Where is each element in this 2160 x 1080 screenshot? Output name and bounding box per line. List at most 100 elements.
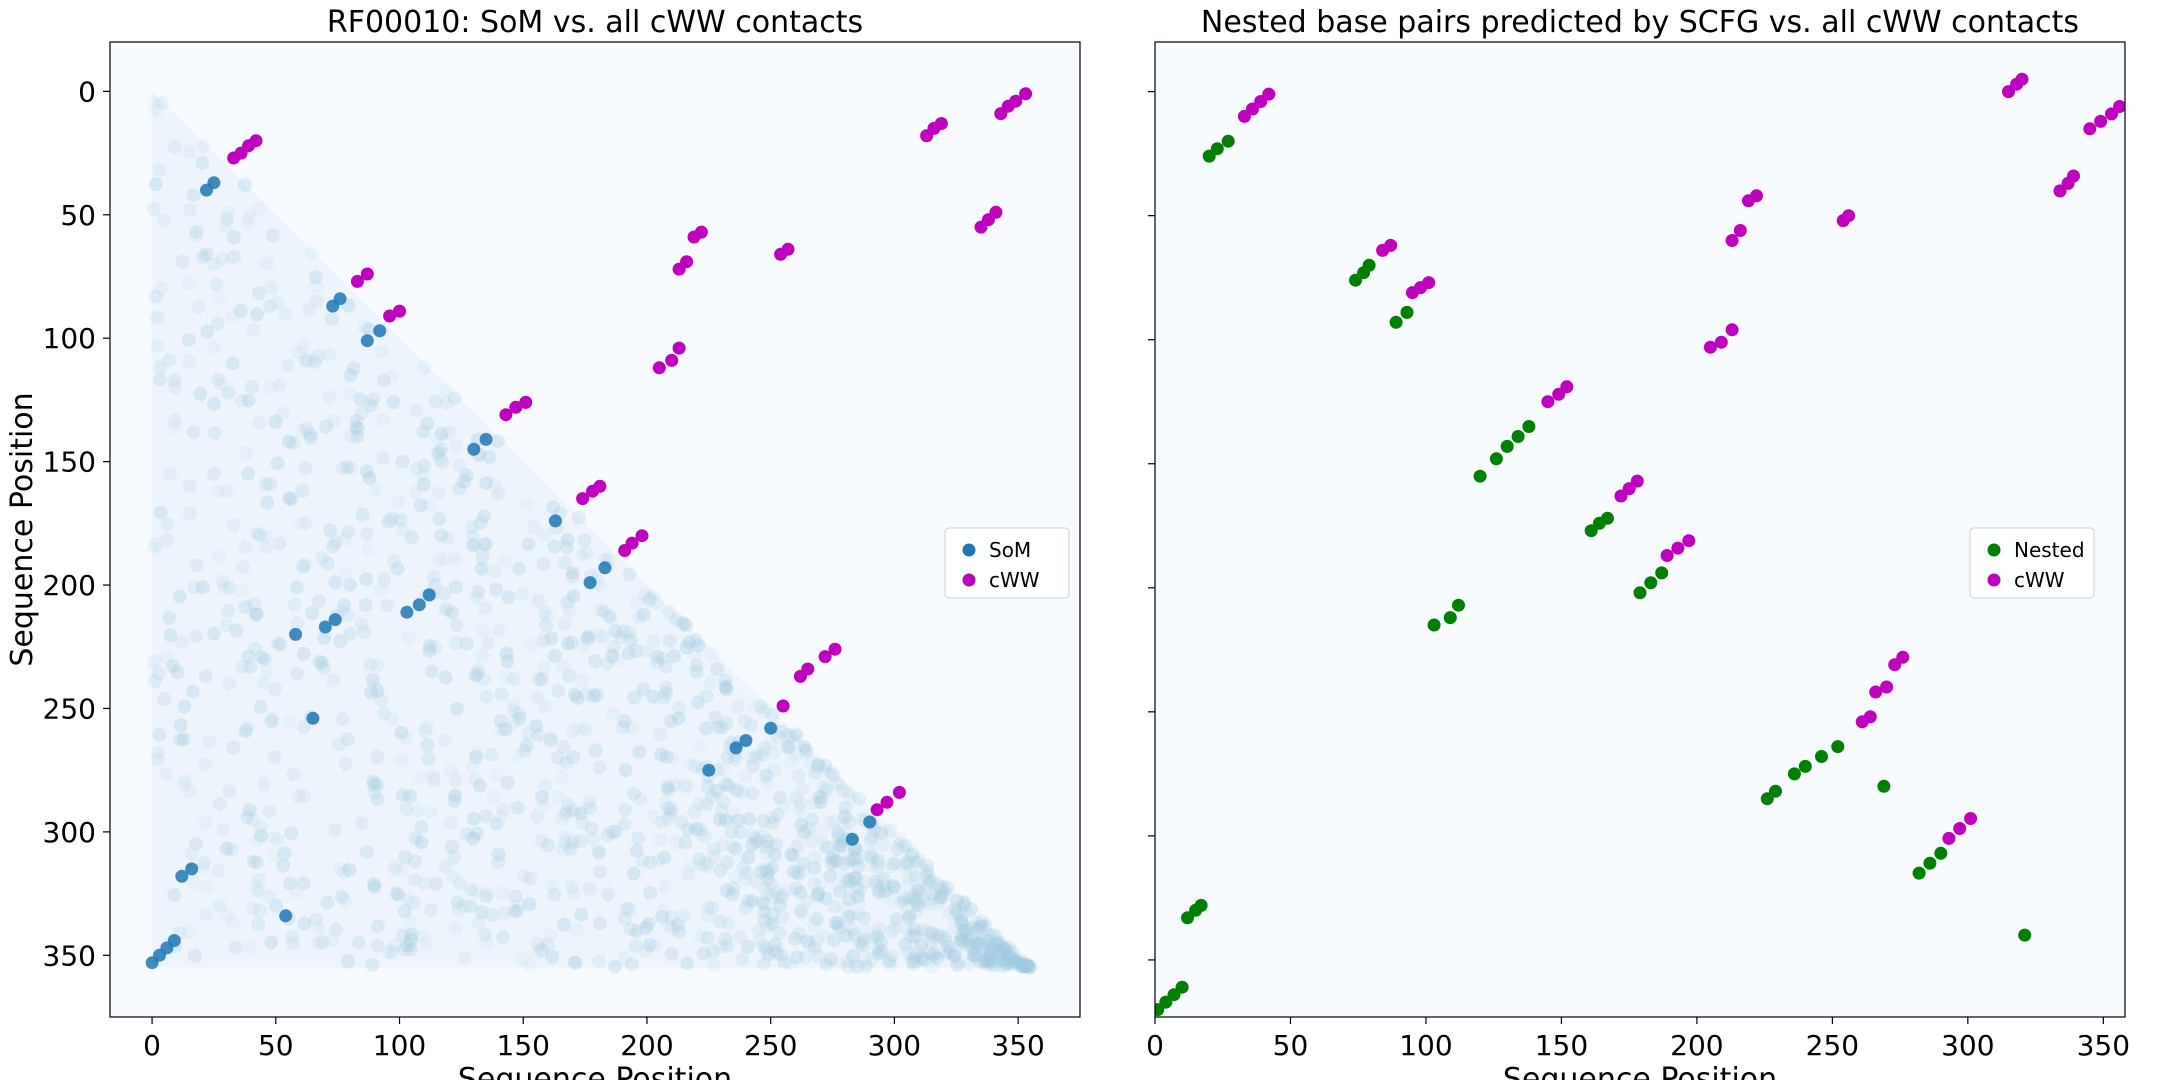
chart0-background-point bbox=[810, 759, 825, 774]
chart0-background-point bbox=[882, 953, 897, 968]
chart0-background-point bbox=[855, 938, 870, 953]
chart0-background-point bbox=[890, 842, 905, 857]
chart0-background-point bbox=[774, 724, 789, 739]
chart0-background-point bbox=[466, 537, 481, 552]
chart1-cww-point-18 bbox=[1703, 340, 1717, 354]
chart0-background-point bbox=[994, 946, 1009, 961]
chart0-som-point-28 bbox=[279, 909, 293, 923]
chart0-background-point bbox=[377, 706, 392, 721]
chart0-background-point bbox=[314, 655, 329, 670]
chart0-background-point bbox=[363, 398, 378, 413]
chart0-background-point bbox=[477, 672, 492, 687]
chart0-background-point bbox=[263, 380, 278, 395]
chart0-background-point bbox=[165, 659, 180, 674]
chart0-background-point bbox=[840, 955, 855, 970]
chart0-background-point bbox=[403, 942, 418, 957]
chart0-background-point bbox=[566, 724, 581, 739]
chart0-som-point-3 bbox=[167, 934, 181, 947]
chart0-background-point bbox=[828, 854, 843, 869]
chart0-background-point bbox=[811, 886, 826, 901]
chart0-background-point bbox=[972, 951, 987, 966]
chart0-background-point bbox=[475, 548, 490, 563]
chart0-background-point bbox=[448, 438, 463, 453]
chart0-background-point bbox=[422, 643, 437, 658]
chart0-background-point bbox=[589, 687, 604, 702]
chart0-xtick-label-0: 0 bbox=[143, 1029, 161, 1062]
chart0-background-point bbox=[543, 732, 558, 747]
chart0-background-point bbox=[417, 876, 432, 891]
chart0-background-point bbox=[985, 958, 1000, 973]
chart0-background-point bbox=[289, 580, 304, 595]
chart0-background-point bbox=[286, 767, 301, 782]
chart0-background-point bbox=[254, 819, 269, 834]
chart0-background-point bbox=[487, 564, 502, 579]
chart0-background-point bbox=[494, 687, 509, 702]
chart0-background-point bbox=[370, 777, 385, 792]
chart0-background-point bbox=[628, 643, 643, 658]
chart0-background-point bbox=[967, 906, 982, 921]
chart0-background-point bbox=[387, 554, 402, 569]
chart0-background-point bbox=[742, 812, 757, 827]
chart0-background-point bbox=[212, 898, 227, 913]
chart0-background-point bbox=[495, 886, 510, 901]
chart0-background-point bbox=[420, 720, 435, 735]
chart0-background-point bbox=[290, 666, 305, 681]
chart0-background-point bbox=[167, 888, 182, 903]
chart0-background-point bbox=[662, 633, 677, 648]
chart0-background-point bbox=[913, 884, 928, 899]
chart0-background-point bbox=[403, 789, 418, 804]
chart0-background-point bbox=[929, 951, 944, 966]
chart0-background-point bbox=[534, 833, 549, 848]
chart0-background-point bbox=[479, 889, 494, 904]
chart0-background-point bbox=[845, 948, 860, 963]
chart0-cww-point-20 bbox=[818, 650, 832, 664]
chart0-background-point bbox=[595, 629, 610, 644]
chart0-som-point-17 bbox=[412, 598, 426, 612]
chart0-background-point bbox=[865, 930, 880, 945]
chart0-background-point bbox=[498, 722, 513, 737]
chart0-background-point bbox=[370, 658, 385, 673]
chart0-background-point bbox=[543, 733, 558, 748]
chart0-background-point bbox=[776, 799, 791, 814]
chart1-nested-point-37 bbox=[1923, 856, 1937, 870]
chart0-background-point bbox=[465, 759, 480, 774]
chart0-background-point bbox=[977, 954, 992, 969]
chart0-background-point bbox=[618, 802, 633, 817]
chart0-background-point bbox=[714, 939, 729, 954]
chart0-background-point bbox=[858, 924, 873, 939]
chart0-background-point bbox=[497, 906, 512, 921]
chart0-background-point bbox=[898, 937, 913, 952]
chart0-background-point bbox=[665, 920, 680, 935]
chart0-background-point bbox=[469, 884, 484, 899]
chart0-background-point bbox=[760, 872, 775, 887]
chart0-background-point bbox=[736, 860, 751, 875]
chart0-background-point bbox=[176, 776, 191, 791]
chart0-background-point bbox=[251, 883, 266, 898]
chart1-cww-point-5 bbox=[1384, 238, 1398, 252]
chart0-background-point bbox=[979, 932, 994, 947]
chart0-background-point bbox=[627, 690, 642, 705]
chart0-background-point bbox=[816, 780, 831, 795]
chart0-background-point bbox=[885, 924, 900, 939]
chart0-background-point bbox=[401, 630, 416, 645]
chart0-background-point bbox=[434, 528, 449, 543]
chart0-background-point bbox=[831, 829, 846, 844]
chart0-background-point bbox=[786, 729, 801, 744]
chart0-background-point bbox=[365, 957, 380, 972]
chart0-background-point bbox=[962, 957, 977, 972]
chart0-cww-point-25 bbox=[652, 361, 666, 375]
chart0-background-point bbox=[354, 406, 369, 421]
chart0-background-point bbox=[991, 935, 1006, 950]
chart0-background-point bbox=[473, 515, 488, 530]
chart0-som-point-11 bbox=[583, 576, 597, 590]
chart0-background-point bbox=[305, 606, 320, 621]
chart0-background-point bbox=[680, 956, 695, 971]
chart0-background-point bbox=[153, 360, 168, 375]
chart0-background-point bbox=[719, 680, 734, 695]
chart0-background-point bbox=[479, 936, 494, 951]
chart0-background-point bbox=[163, 466, 178, 481]
chart0-background-point bbox=[343, 386, 358, 401]
chart0-background-point bbox=[336, 865, 351, 880]
chart0-background-point bbox=[507, 904, 522, 919]
chart0-background-point bbox=[851, 906, 866, 921]
